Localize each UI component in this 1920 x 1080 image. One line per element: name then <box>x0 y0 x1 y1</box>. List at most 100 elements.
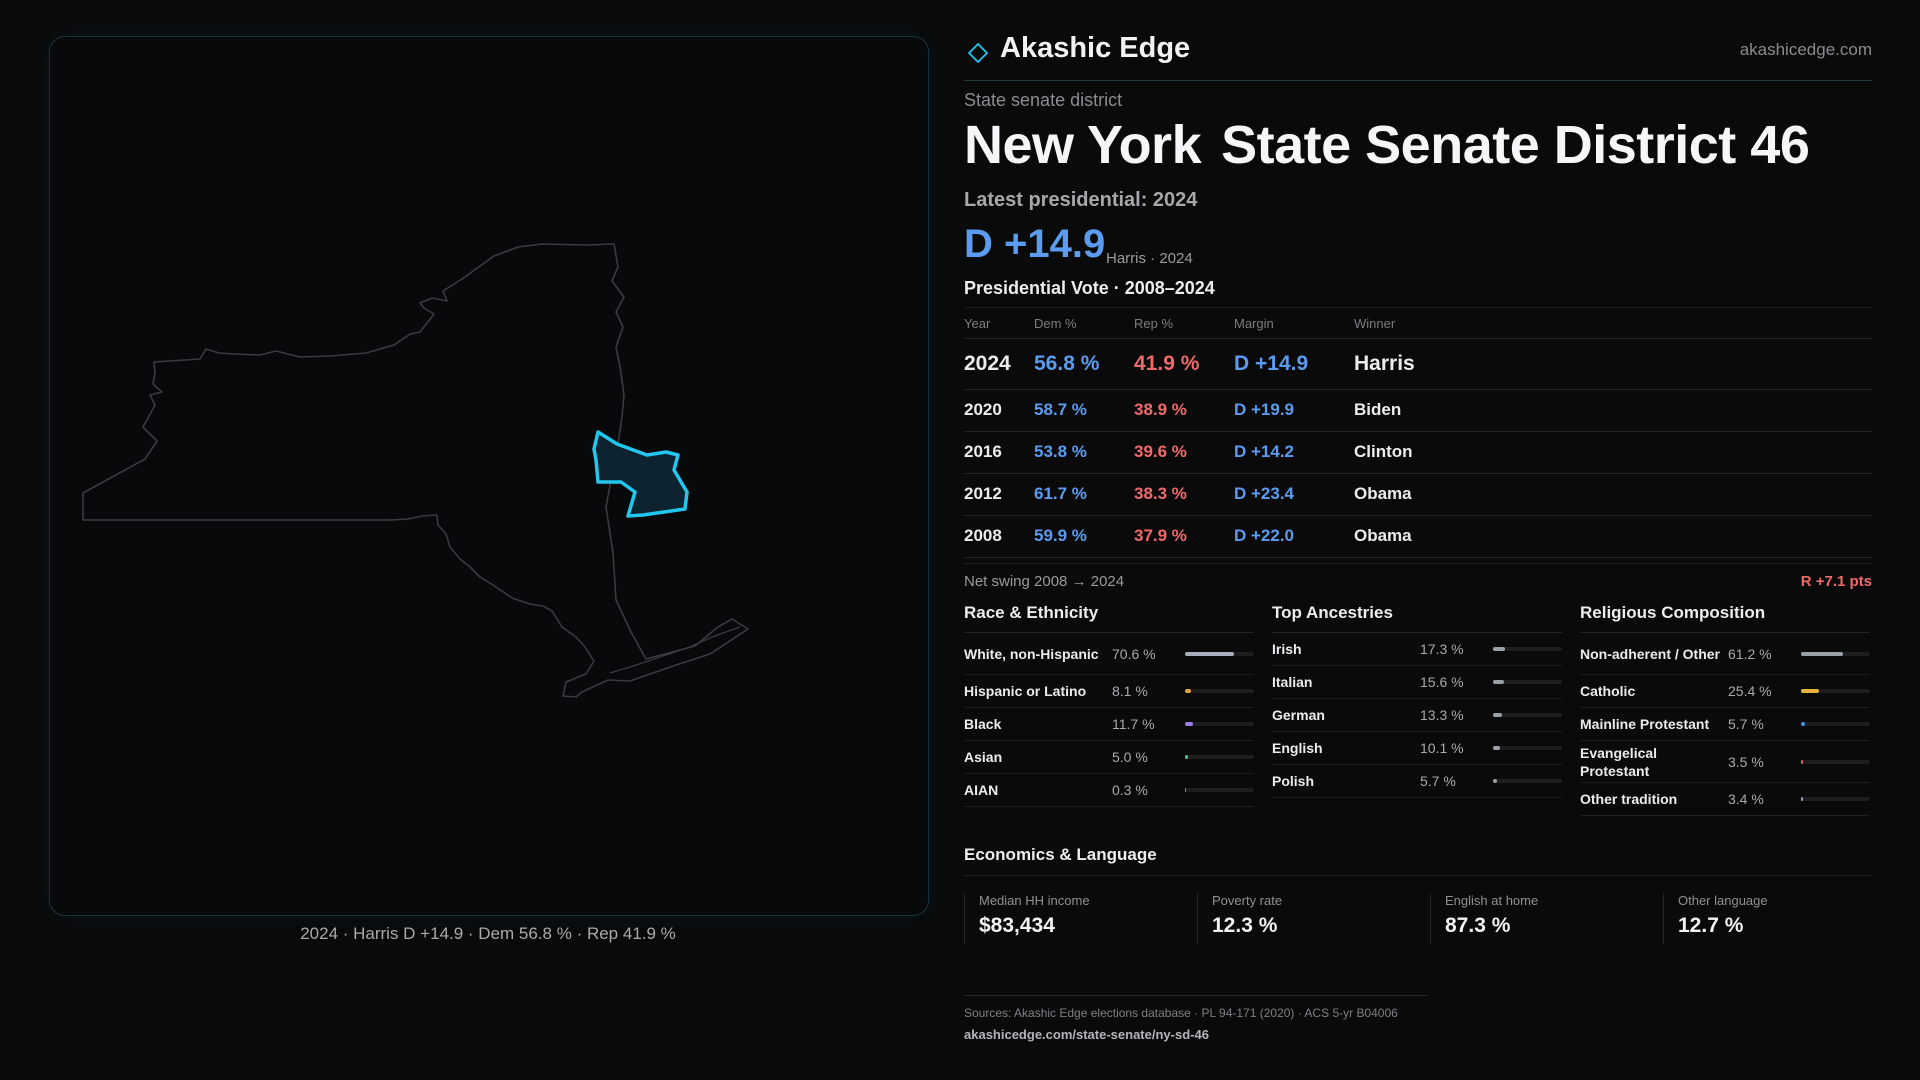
religion-section: Religious Composition Non-adherent / Oth… <box>1580 603 1870 816</box>
ancestry-label: Italian <box>1272 674 1313 690</box>
race-value: 11.7 % <box>1112 716 1155 732</box>
row-winner: Obama <box>1354 526 1412 545</box>
ancestry-value: 10.1 % <box>1420 740 1464 756</box>
presidential-title: Presidential Vote · 2008–2024 <box>964 278 1215 298</box>
col-winner: Winner <box>1354 316 1396 331</box>
row-dem: 58.7 % <box>1034 400 1087 419</box>
race-value: 5.0 % <box>1112 749 1148 765</box>
stat-value: 87.3 % <box>1445 914 1511 937</box>
list-item: Mainline Protestant 5.7 % <box>1580 708 1870 741</box>
race-value: 8.1 % <box>1112 683 1148 699</box>
row-dem: 53.8 % <box>1034 442 1087 461</box>
list-item: Evangelical Protestant 3.5 % <box>1580 741 1870 783</box>
religion-bar <box>1801 759 1870 764</box>
religion-value: 5.7 % <box>1728 716 1764 732</box>
ancestry-label: English <box>1272 740 1323 756</box>
race-label: White, non-Hispanic <box>964 645 1099 662</box>
col-year: Year <box>964 316 991 331</box>
divider <box>964 995 1428 996</box>
district-map[interactable] <box>50 37 928 915</box>
row-rep: 38.3 % <box>1134 484 1187 503</box>
list-item: Hispanic or Latino 8.1 % <box>964 675 1254 708</box>
presidential-table: Year Dem % Rep % Margin Winner 2024 56.8… <box>964 307 1872 558</box>
race-bar <box>1185 651 1254 656</box>
race-bar <box>1185 722 1254 726</box>
divider <box>964 875 1872 876</box>
ancestry-label: Irish <box>1272 641 1302 657</box>
table-row: 2024 56.8 % 41.9 % D +14.9 Harris <box>964 339 1872 390</box>
row-margin: D +23.4 <box>1234 484 1295 503</box>
latest-margin-sub: Harris · 2024 <box>1106 250 1193 267</box>
religion-bar <box>1801 651 1870 656</box>
site-link[interactable]: akashicedge.com <box>1739 40 1872 59</box>
state-outline <box>82 243 749 698</box>
row-margin: D +19.9 <box>1234 400 1295 419</box>
map-caption: 2024 · Harris D +14.9 · Dem 56.8 % · Rep… <box>300 924 676 943</box>
ancestry-label: German <box>1272 707 1325 723</box>
row-rep: 39.6 % <box>1134 442 1187 461</box>
sources-text: Sources: Akashic Edge elections database… <box>964 1006 1398 1020</box>
divider <box>964 563 1872 564</box>
ancestry-bar <box>1493 779 1562 783</box>
race-bar <box>1185 689 1254 693</box>
map-panel[interactable] <box>49 36 929 916</box>
race-label: Asian <box>964 749 1003 765</box>
table-row: 2020 58.7 % 38.9 % D +19.9 Biden <box>964 390 1872 432</box>
row-winner: Biden <box>1354 400 1402 419</box>
religion-label: Non-adherent / Other <box>1580 645 1721 662</box>
table-header: Year Dem % Rep % Margin Winner <box>964 308 1872 339</box>
race-bar <box>1185 755 1254 759</box>
religion-label: Catholic <box>1580 683 1636 699</box>
race-section: Race & Ethnicity White, non-Hispanic 70.… <box>964 603 1254 807</box>
ancestry-value: 5.7 % <box>1420 773 1456 789</box>
col-margin: Margin <box>1234 316 1274 331</box>
list-item: Non-adherent / Other 61.2 % <box>1580 633 1870 675</box>
list-item: Asian 5.0 % <box>964 741 1254 774</box>
row-year: 2016 <box>964 442 1002 461</box>
religion-bar <box>1801 722 1870 726</box>
swing-label: Net swing 2008 → 2024 <box>964 573 1125 590</box>
race-value: 70.6 % <box>1112 645 1156 662</box>
table-row: 2008 59.9 % 37.9 % D +22.0 Obama <box>964 516 1872 558</box>
religion-value: 3.4 % <box>1728 791 1764 807</box>
stat-value: 12.7 % <box>1678 914 1744 937</box>
religion-label: Mainline Protestant <box>1580 716 1710 732</box>
row-rep: 41.9 % <box>1134 352 1200 375</box>
table-row: 2016 53.8 % 39.6 % D +14.2 Clinton <box>964 432 1872 474</box>
religion-bar <box>1801 689 1870 693</box>
diamond-outline-icon <box>968 43 988 63</box>
row-winner: Harris <box>1354 352 1415 375</box>
ancestry-label: Polish <box>1272 773 1315 789</box>
religion-value: 25.4 % <box>1728 683 1772 699</box>
row-winner: Obama <box>1354 484 1412 503</box>
col-rep: Rep % <box>1134 316 1174 331</box>
row-winner: Clinton <box>1354 442 1413 461</box>
economics-title: Economics & Language <box>964 845 1157 864</box>
stat-label: Other language <box>1678 893 1768 908</box>
latest-margin: D +14.9 <box>964 222 1106 266</box>
row-margin: D +14.9 <box>1234 352 1309 375</box>
religion-value: 61.2 % <box>1728 645 1772 662</box>
district-name: State Senate District 46 <box>1221 115 1810 175</box>
long-island-outline <box>609 626 741 674</box>
race-bar <box>1185 788 1254 792</box>
list-item: German 13.3 % <box>1272 699 1562 732</box>
page-url[interactable]: akashicedge.com/state-senate/ny-sd-46 <box>964 1027 1209 1042</box>
ancestry-bar <box>1493 647 1562 651</box>
ancestry-value: 17.3 % <box>1420 641 1464 657</box>
list-item: White, non-Hispanic 70.6 % <box>964 633 1254 675</box>
race-label: Hispanic or Latino <box>964 683 1087 699</box>
list-item: AIAN 0.3 % <box>964 774 1254 807</box>
list-item: Irish 17.3 % <box>1272 633 1562 666</box>
row-year: 2020 <box>964 400 1002 419</box>
stat-label: English at home <box>1445 893 1539 908</box>
stat-label: Poverty rate <box>1212 893 1283 908</box>
ancestry-bar <box>1493 680 1562 684</box>
district-highlight[interactable] <box>592 430 689 518</box>
list-item: Polish 5.7 % <box>1272 765 1562 798</box>
stat-cell: Other language 12.7 % <box>1663 893 1873 945</box>
row-dem: 56.8 % <box>1034 352 1100 375</box>
latest-label: Latest presidential: 2024 <box>964 189 1198 211</box>
list-item: English 10.1 % <box>1272 732 1562 765</box>
ancestry-section: Top Ancestries Irish 17.3 % Italian 15.6… <box>1272 603 1562 798</box>
